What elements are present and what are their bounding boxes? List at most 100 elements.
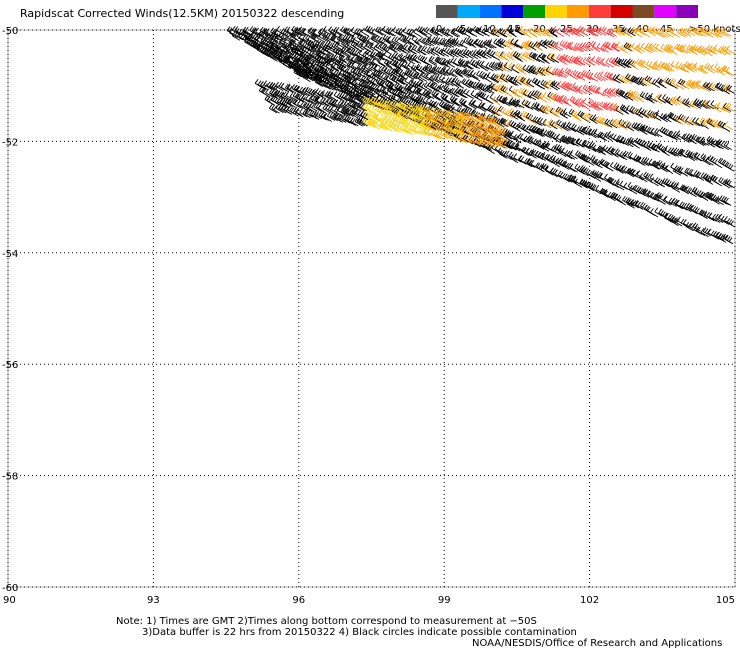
- wind-barb: [344, 67, 354, 77]
- wind-barb: [376, 84, 385, 95]
- wind-barb: [372, 57, 381, 67]
- wind-barb: [365, 41, 375, 52]
- wind-barb: [298, 33, 307, 43]
- wind-barb: [304, 54, 313, 64]
- wind-barb: [377, 58, 387, 68]
- wind-barb: [286, 26, 295, 36]
- wind-barb: [416, 26, 425, 36]
- wind-barb: [313, 72, 323, 82]
- wind-barb: [335, 26, 344, 37]
- wind-barb: [724, 121, 733, 131]
- wind-barb: [339, 54, 348, 64]
- wind-barb: [567, 69, 576, 79]
- wind-barb: [308, 27, 318, 37]
- longitude-tick-label: 105: [716, 595, 735, 606]
- wind-barb: [377, 73, 386, 83]
- wind-barb: [229, 28, 238, 38]
- wind-barb: [379, 79, 388, 90]
- wind-barb: [573, 112, 582, 122]
- colorbar-label: 40: [636, 24, 649, 35]
- colorbar-swatch: [610, 5, 633, 18]
- colorbar-label: 45: [660, 24, 673, 35]
- wind-barb: [382, 87, 391, 97]
- wind-barb: [725, 162, 735, 172]
- colorbar-label: 10: [483, 24, 496, 35]
- wind-barb: [630, 60, 639, 70]
- latitude-tick-label: -50: [2, 26, 18, 37]
- wind-barb: [255, 27, 264, 37]
- chart-title: Rapidscat Corrected Winds(12.5KM) 201503…: [20, 7, 345, 20]
- wind-barb: [559, 40, 568, 50]
- wind-barb: [299, 39, 308, 49]
- wind-barb: [333, 54, 342, 64]
- wind-barb: [322, 26, 332, 36]
- wind-barb: [353, 42, 363, 52]
- wind-barb: [263, 28, 272, 38]
- wind-barb: [324, 67, 333, 77]
- wind-barb: [290, 32, 300, 42]
- wind-barb: [311, 45, 320, 55]
- colorbar-swatch: [588, 5, 611, 18]
- credit-line: NOAA/NESDIS/Office of Research and Appli…: [472, 638, 723, 649]
- note-line-1: Note: 1) Times are GMT 2)Times along bot…: [116, 616, 537, 627]
- wind-barb: [723, 27, 732, 37]
- wind-barb: [486, 72, 495, 82]
- wind-barb: [373, 65, 383, 75]
- wind-barb: [670, 162, 679, 172]
- wind-barb: [301, 27, 311, 37]
- wind-barb: [305, 86, 314, 96]
- colorbar-label: 15: [508, 24, 521, 35]
- wind-barb: [350, 26, 359, 37]
- wind-barb: [345, 34, 354, 44]
- wind-barb: [327, 41, 336, 51]
- wind-barb: [340, 46, 350, 56]
- longitude-labels: 90 93 96 99 102 105: [3, 595, 735, 606]
- wind-barb: [259, 26, 269, 36]
- wind-barb: [307, 27, 316, 38]
- wind-barb: [370, 50, 379, 60]
- wind-barb: [629, 152, 638, 163]
- wind-barb: [346, 47, 355, 57]
- wind-barb: [333, 26, 342, 36]
- wind-barb: [588, 84, 598, 95]
- colorbar-swatch: [654, 5, 677, 18]
- wind-barb: [289, 38, 298, 48]
- wind-barb: [348, 61, 357, 71]
- wind-barb: [713, 44, 722, 54]
- wind-barb: [320, 66, 330, 76]
- longitude-tick-label: 102: [580, 595, 599, 606]
- wind-barb: [317, 28, 327, 38]
- wind-barb: [356, 41, 365, 51]
- wind-barb: [343, 27, 352, 37]
- colorbar-label: 5: [460, 24, 466, 35]
- colorbar-label: 20: [533, 24, 546, 35]
- wind-barb: [249, 26, 258, 36]
- wind-barb: [510, 153, 519, 164]
- latitude-tick-label: -54: [2, 249, 18, 260]
- colorbar-swatch: [545, 5, 567, 18]
- wind-barb: [389, 82, 398, 92]
- wind-barb: [498, 105, 507, 115]
- latitude-tick-label: -58: [2, 472, 18, 483]
- wind-barb: [641, 61, 651, 71]
- wind-barb: [363, 62, 373, 72]
- wind-barb: [523, 89, 532, 99]
- wind-barb: [455, 25, 464, 36]
- wind-barb: [669, 46, 678, 56]
- wind-barb: [697, 190, 707, 200]
- wind-barb: [324, 53, 333, 63]
- latitude-tick-label: -52: [2, 137, 18, 148]
- wind-barb: [358, 35, 368, 45]
- wind-barb: [295, 108, 304, 118]
- colorbar-swatch: [501, 5, 524, 18]
- colorbar-swatch: [676, 5, 698, 18]
- wind-barb: [527, 91, 537, 101]
- colorbar-swatch: [523, 5, 546, 18]
- note-line-2: 3)Data buffer is 22 hrs from 20150322 4)…: [142, 627, 577, 638]
- wind-barb: [379, 95, 388, 106]
- map-border: [7, 29, 736, 588]
- longitude-tick-label: 93: [147, 595, 160, 606]
- wind-barb: [351, 55, 360, 65]
- wind-barbs: [226, 25, 735, 245]
